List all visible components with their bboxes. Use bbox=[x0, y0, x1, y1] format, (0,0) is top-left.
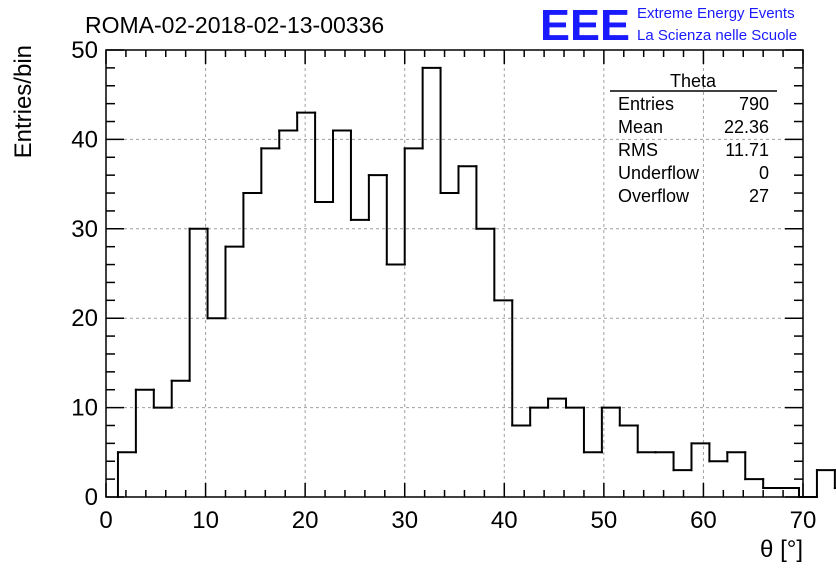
stats-box-rows: Entries 790 Mean 22.36 RMS 11.71 Underflow 0 Ove… bbox=[618, 94, 769, 206]
stats-box: Theta Entries 790 Mean 22.36 RMS 11.71 Underfl… bbox=[610, 71, 777, 206]
stats-value: 790 bbox=[739, 94, 769, 114]
stats-value: 11.71 bbox=[725, 140, 769, 160]
y-tick-label: 30 bbox=[71, 216, 98, 243]
eee-logo: EEE Extreme Energy Events La Scienza nel… bbox=[540, 1, 797, 50]
x-axis-label: θ [°] bbox=[760, 536, 803, 563]
stats-value: 27 bbox=[749, 186, 769, 206]
y-tick-label: 20 bbox=[71, 305, 98, 332]
y-tick-label: 10 bbox=[71, 395, 98, 422]
x-tick-label: 70 bbox=[790, 507, 817, 534]
stats-label: Mean bbox=[618, 117, 663, 137]
grid-lines bbox=[106, 50, 803, 497]
stats-label: Overflow bbox=[618, 186, 690, 206]
x-tick-labels: 0 10 20 30 40 50 60 70 bbox=[99, 507, 816, 534]
plot-frame bbox=[105, 49, 804, 498]
stats-label: RMS bbox=[618, 140, 658, 160]
eee-logo-line1: Extreme Energy Events bbox=[637, 5, 795, 22]
x-tick-label: 20 bbox=[292, 507, 319, 534]
x-tick-label: 60 bbox=[690, 507, 717, 534]
x-tick-label: 40 bbox=[491, 507, 518, 534]
axis-ticks bbox=[105, 49, 804, 498]
x-tick-label: 0 bbox=[99, 507, 112, 534]
stats-label: Underflow bbox=[618, 163, 700, 183]
chart-title: ROMA-02-2018-02-13-00336 bbox=[85, 12, 384, 38]
x-tick-label: 50 bbox=[591, 507, 618, 534]
y-tick-label: 50 bbox=[71, 37, 98, 64]
stats-box-title: Theta bbox=[670, 71, 717, 91]
stats-value: 22.36 bbox=[724, 117, 769, 137]
eee-logo-mark: EEE bbox=[540, 1, 630, 50]
y-tick-label: 40 bbox=[71, 126, 98, 153]
stats-label: Entries bbox=[618, 94, 674, 114]
y-axis-label: Entries/bin bbox=[10, 45, 37, 158]
stats-value: 0 bbox=[759, 163, 769, 183]
x-tick-label: 10 bbox=[192, 507, 219, 534]
y-tick-labels: 0 10 20 30 40 50 bbox=[71, 37, 98, 511]
y-tick-label: 0 bbox=[85, 484, 98, 511]
histogram bbox=[116, 66, 836, 498]
x-tick-label: 30 bbox=[391, 507, 418, 534]
eee-logo-line2: La Scienza nelle Scuole bbox=[637, 27, 797, 44]
